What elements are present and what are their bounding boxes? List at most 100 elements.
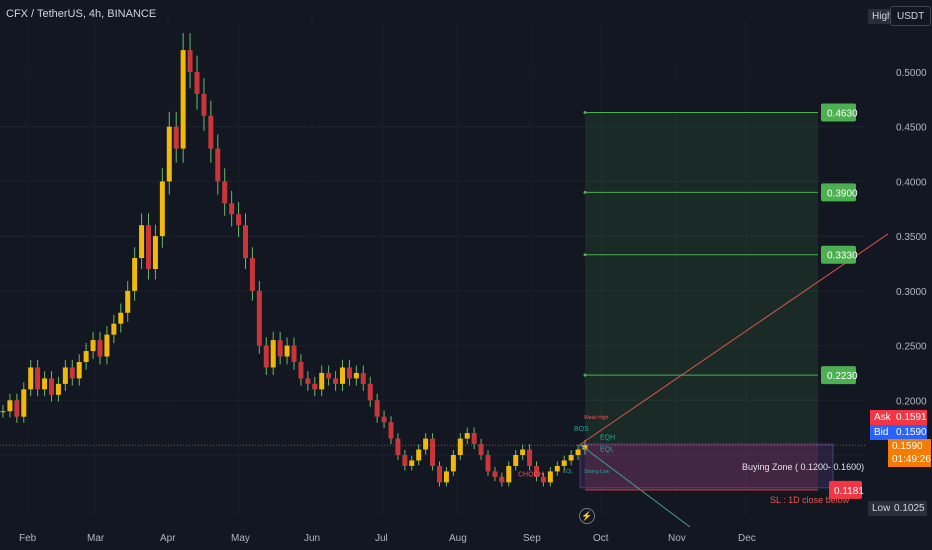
low-price: 0.1025 (890, 501, 927, 516)
ask-price: 0.1591 (892, 410, 927, 425)
candle-body (298, 361, 304, 379)
y-tick-label: 0.3500 (896, 232, 927, 243)
candle-body (90, 340, 96, 352)
bar-countdown: 01:49:26 (888, 452, 931, 467)
last-price: 0.1590 (888, 439, 931, 454)
x-tick-label: Jul (375, 533, 388, 544)
annotation-label: BOS (574, 426, 589, 433)
ask-label: Ask (870, 410, 895, 425)
support-trendline (579, 444, 691, 528)
candle-body (229, 203, 235, 215)
candle-body (478, 444, 484, 455)
candle-body (118, 312, 124, 324)
annotation-label: Weak High (584, 415, 609, 421)
candle-body (409, 460, 415, 466)
candle-body (374, 400, 380, 417)
candle-body (55, 383, 61, 395)
annotations: Weak High BOS EQH EQL CHOCH Strong Low EQL (518, 415, 615, 478)
candle-body (194, 72, 200, 94)
target-tag (821, 366, 856, 385)
candle-body (28, 367, 34, 390)
candle-body (513, 455, 519, 466)
candle-body (388, 422, 394, 439)
candle-body (346, 367, 352, 379)
x-tick-label: Sep (523, 533, 541, 544)
annotation-label: EQH (600, 435, 615, 442)
candle-body (582, 445, 588, 450)
stop-tag (829, 480, 862, 499)
bid-price: 0.1590 (892, 425, 927, 440)
candle-body (146, 225, 151, 269)
x-tick-label: Jun (304, 533, 320, 544)
candle-body (305, 378, 311, 384)
candle-body (457, 438, 463, 455)
candle-body (215, 148, 221, 182)
x-tick-label: Feb (19, 533, 37, 544)
resistance-trendline (579, 233, 889, 446)
candle-body (173, 126, 179, 149)
candle-body (243, 225, 248, 259)
candle-body (395, 438, 401, 455)
candle-body (471, 433, 477, 445)
target-value: 0.3330 (827, 251, 858, 262)
candle-body (527, 449, 533, 466)
candle-body (97, 340, 103, 357)
candle-body (561, 460, 567, 466)
low-label: Low (868, 501, 895, 516)
candle-body (277, 340, 283, 357)
candle-body (35, 367, 41, 390)
candle-body (547, 471, 553, 483)
target-tag (821, 183, 856, 202)
buying-zone-label: Buying Zone ( 0.1200- 0.1600) (742, 462, 865, 472)
candle-body (139, 225, 145, 259)
stop-loss-note: SL : 1D close below (770, 495, 850, 505)
x-tick-label: Apr (160, 533, 176, 544)
candle-body (263, 345, 269, 368)
candle-body (111, 323, 117, 335)
lightning-icon[interactable]: ⚡ (579, 508, 595, 524)
target-value: 0.4630 (827, 108, 858, 119)
candle-body (7, 400, 13, 412)
y-tick-label: 0.3000 (896, 287, 927, 298)
candle-body (187, 50, 193, 72)
y-tick-label: 0.4500 (896, 123, 927, 134)
candle-body (166, 126, 172, 182)
target-value: 0.2230 (827, 371, 858, 382)
target-tag (821, 103, 856, 122)
candle-body (312, 383, 318, 390)
target-zone (585, 112, 818, 445)
candle-body (333, 378, 339, 384)
candle-body (554, 465, 560, 472)
candle-body (506, 465, 512, 483)
y-tick-label: 0.2000 (896, 396, 927, 407)
candle-body (430, 438, 436, 466)
zones (0, 112, 865, 490)
candle-body (353, 372, 359, 379)
candle-body (416, 449, 422, 461)
x-tick-label: Oct (593, 533, 609, 544)
x-tick-label: Mar (87, 533, 105, 544)
candle-body (360, 372, 366, 384)
candle-body (62, 367, 68, 384)
stop-value: 0.1181 (834, 486, 864, 497)
candle-body (76, 361, 82, 379)
candle-body (540, 476, 546, 483)
candle-body (381, 416, 387, 423)
candle-body (14, 400, 20, 417)
target-tag (821, 245, 856, 264)
annotation-label: EQL (563, 469, 573, 475)
candle-body (464, 433, 470, 439)
projection-lines (579, 233, 889, 528)
x-tick-label: Nov (668, 533, 686, 544)
candle-body (0, 411, 6, 413)
candle-body (236, 214, 242, 226)
currency-button[interactable]: USDT (890, 6, 932, 26)
candles (0, 33, 588, 487)
target-labels: 0.4630 0.3900 0.3330 0.2230 0.1181 (583, 103, 864, 499)
grid (0, 20, 865, 515)
candle-body (568, 455, 574, 461)
buying-zone (579, 443, 834, 489)
candle-body (201, 93, 207, 116)
candle-body (270, 340, 276, 368)
